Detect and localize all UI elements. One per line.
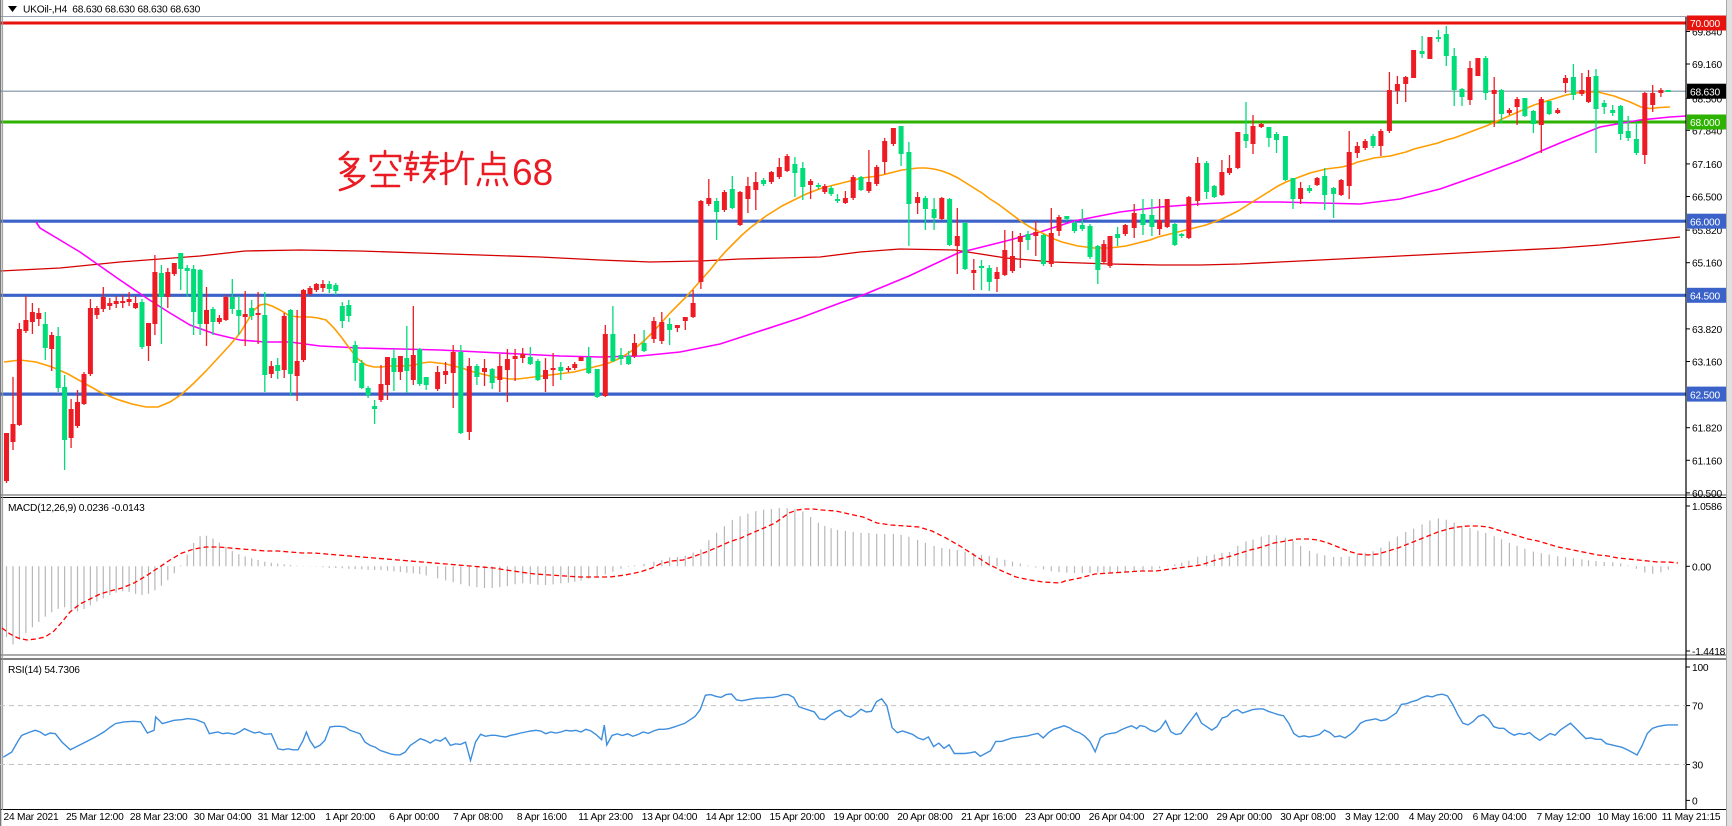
svg-text:-1.4418: -1.4418 (1692, 647, 1726, 658)
svg-text:1 Apr 20:00: 1 Apr 20:00 (325, 812, 375, 823)
svg-text:67.840: 67.840 (1692, 126, 1722, 137)
svg-text:0.00: 0.00 (1692, 562, 1712, 573)
svg-text:65.160: 65.160 (1692, 259, 1722, 270)
svg-text:21 Apr 16:00: 21 Apr 16:00 (961, 812, 1017, 823)
svg-text:4 May 20:00: 4 May 20:00 (1409, 812, 1463, 823)
svg-text:7 Apr 08:00: 7 Apr 08:00 (453, 812, 503, 823)
svg-text:0: 0 (1692, 796, 1698, 807)
svg-text:66.000: 66.000 (1690, 217, 1720, 228)
svg-text:100: 100 (1692, 663, 1709, 674)
svg-text:60.500: 60.500 (1692, 489, 1722, 500)
svg-text:6 Apr 00:00: 6 Apr 00:00 (389, 812, 439, 823)
svg-text:70: 70 (1692, 702, 1703, 713)
svg-text:3 May 12:00: 3 May 12:00 (1345, 812, 1399, 823)
svg-text:RSI(14) 54.7306: RSI(14) 54.7306 (8, 665, 80, 676)
svg-text:67.160: 67.160 (1692, 160, 1722, 171)
svg-text:20 Apr 08:00: 20 Apr 08:00 (897, 812, 953, 823)
svg-text:63.820: 63.820 (1692, 325, 1722, 336)
svg-text:27 Apr 12:00: 27 Apr 12:00 (1153, 812, 1209, 823)
svg-text:61.160: 61.160 (1692, 456, 1722, 467)
svg-text:11 Apr 23:00: 11 Apr 23:00 (578, 812, 633, 823)
svg-text:30: 30 (1692, 761, 1703, 772)
svg-text:14 Apr 12:00: 14 Apr 12:00 (706, 812, 762, 823)
svg-text:8 Apr 16:00: 8 Apr 16:00 (517, 812, 567, 823)
svg-text:1.0586: 1.0586 (1692, 502, 1722, 513)
svg-text:65.820: 65.820 (1692, 226, 1722, 237)
svg-text:69.160: 69.160 (1692, 60, 1722, 71)
svg-text:6 May 04:00: 6 May 04:00 (1473, 812, 1527, 823)
svg-text:25 Mar 12:00: 25 Mar 12:00 (66, 812, 124, 823)
svg-text:63.160: 63.160 (1692, 358, 1722, 369)
svg-text:68: 68 (512, 152, 553, 193)
svg-text:MACD(12,26,9) 0.0236 -0.0143: MACD(12,26,9) 0.0236 -0.0143 (8, 503, 145, 514)
svg-text:62.500: 62.500 (1690, 390, 1720, 401)
svg-text:19 Apr 00:00: 19 Apr 00:00 (833, 812, 889, 823)
svg-text:15 Apr 20:00: 15 Apr 20:00 (770, 812, 826, 823)
svg-text:66.500: 66.500 (1692, 193, 1722, 204)
svg-text:68.500: 68.500 (1692, 94, 1722, 105)
svg-text:11 May 21:15: 11 May 21:15 (1662, 812, 1721, 823)
svg-text:68.000: 68.000 (1690, 118, 1720, 129)
svg-text:64.500: 64.500 (1690, 292, 1720, 303)
svg-text:28 Mar 23:00: 28 Mar 23:00 (130, 812, 188, 823)
svg-text:30 Apr 08:00: 30 Apr 08:00 (1280, 812, 1336, 823)
svg-text:69.840: 69.840 (1692, 28, 1722, 39)
svg-text:24 Mar 2021: 24 Mar 2021 (3, 812, 59, 823)
svg-text:31 Mar 12:00: 31 Mar 12:00 (258, 812, 316, 823)
svg-text:23 Apr 00:00: 23 Apr 00:00 (1025, 812, 1081, 823)
svg-text:70.000: 70.000 (1690, 19, 1720, 30)
svg-text:7 May 12:00: 7 May 12:00 (1536, 812, 1590, 823)
svg-text:68.630: 68.630 (1690, 87, 1720, 98)
svg-text:30 Mar 04:00: 30 Mar 04:00 (194, 812, 252, 823)
svg-text:10 May 16:00: 10 May 16:00 (1598, 812, 1658, 823)
svg-text:26 Apr 04:00: 26 Apr 04:00 (1089, 812, 1145, 823)
svg-text:UKOil-,H4 68.630 68.630 68.63: UKOil-,H4 68.630 68.630 68.630 68.630 (23, 5, 201, 16)
svg-text:13 Apr 04:00: 13 Apr 04:00 (642, 812, 698, 823)
svg-text:29 Apr 00:00: 29 Apr 00:00 (1217, 812, 1273, 823)
svg-text:61.820: 61.820 (1692, 424, 1722, 435)
